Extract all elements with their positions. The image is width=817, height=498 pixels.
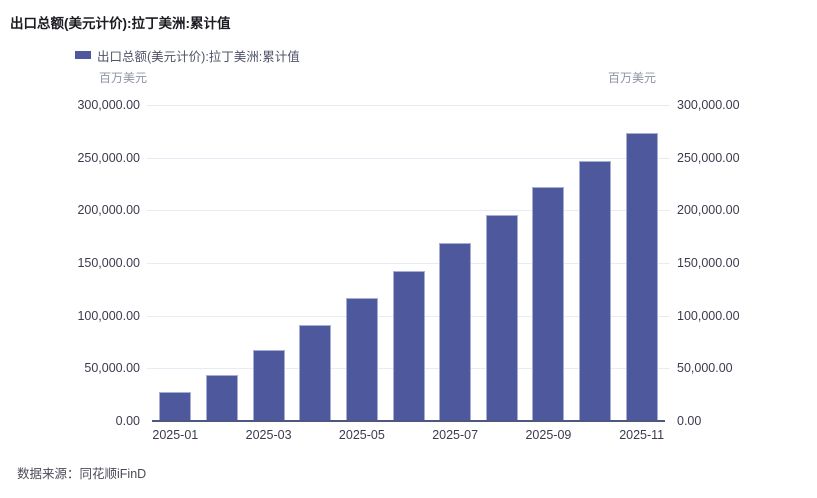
y-axis-unit-left: 百万美元 — [99, 71, 148, 85]
bar-slot — [572, 105, 619, 420]
bar-2025-01 — [159, 391, 192, 420]
bar-slot — [385, 105, 432, 420]
bar-2025-04 — [299, 324, 332, 420]
bar-2025-06 — [392, 271, 425, 420]
gridline — [147, 157, 670, 159]
bar-2025-10 — [579, 160, 612, 420]
x-tick-label: 2025-01 — [152, 428, 199, 442]
legend-label: 出口总额(美元计价):拉丁美洲:累计值 — [97, 49, 300, 64]
x-tick-label: 2025-03 — [245, 428, 292, 442]
bar-slot — [525, 105, 572, 420]
bar-2025-11 — [625, 132, 658, 420]
y-axis-unit-right: 百万美元 — [608, 71, 657, 85]
bar-slot — [339, 105, 386, 420]
y-tick-label-right: 50,000.00 — [677, 361, 733, 376]
y-tick-label-right: 0.00 — [677, 414, 702, 428]
bar-slot — [478, 105, 525, 420]
bar-2025-07 — [439, 242, 472, 420]
y-tick-label-left: 150,000.00 — [77, 256, 140, 270]
gridline — [147, 105, 670, 106]
data-source-note: 数据来源：同花顺iFinD — [17, 467, 147, 481]
y-tick-label-right: 250,000.00 — [677, 150, 740, 165]
x-tick-label: 2025-05 — [338, 428, 385, 442]
y-tick-label-left: 50,000.00 — [84, 361, 140, 376]
bar-slot — [618, 105, 665, 420]
gridline — [147, 210, 670, 212]
bar-slot — [432, 105, 479, 420]
legend-swatch-icon — [75, 51, 91, 59]
x-axis-line — [152, 420, 665, 422]
bar-series — [152, 105, 665, 420]
bar-slot — [292, 105, 339, 420]
y-tick-label-left: 0.00 — [115, 414, 140, 428]
bar-slot — [152, 105, 199, 420]
legend: 出口总额(美元计价):拉丁美洲:累计值 — [75, 49, 300, 64]
y-tick-label-left: 250,000.00 — [77, 150, 140, 165]
gridline — [147, 263, 670, 264]
y-tick-label-right: 200,000.00 — [677, 203, 740, 218]
bar-2025-03 — [252, 350, 285, 420]
bar-slot — [245, 105, 292, 420]
page-title: 出口总额(美元计价):拉丁美洲:累计值 — [10, 16, 231, 31]
bar-2025-02 — [205, 374, 238, 420]
x-tick-label: 2025-07 — [432, 428, 479, 442]
plot-area — [147, 105, 670, 422]
y-tick-label-right: 300,000.00 — [677, 98, 740, 112]
y-tick-label-left: 100,000.00 — [77, 308, 140, 323]
x-tick-label: 2025-09 — [525, 428, 572, 442]
bar-slot — [199, 105, 246, 420]
y-tick-label-left: 300,000.00 — [77, 98, 140, 112]
y-tick-label-right: 150,000.00 — [677, 256, 740, 270]
y-tick-label-right: 100,000.00 — [677, 308, 740, 323]
bar-2025-08 — [485, 214, 518, 420]
bar-2025-09 — [532, 186, 565, 420]
bar-2025-05 — [345, 298, 378, 420]
y-tick-label-left: 200,000.00 — [77, 203, 140, 218]
x-tick-label: 2025-11 — [619, 428, 665, 442]
